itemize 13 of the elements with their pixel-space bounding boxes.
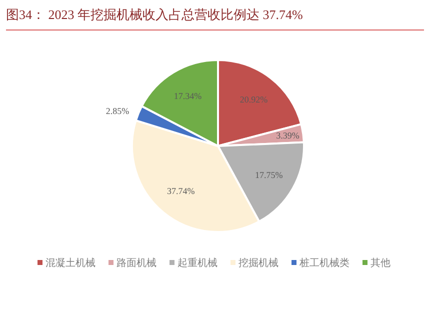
title: 图34： 2023 年挖掘机械收入占总营收比例达 37.74%: [6, 7, 303, 22]
data-label: 17.75%: [255, 170, 284, 180]
legend-label: 混凝土机械: [46, 257, 96, 269]
data-label: 3.39%: [276, 130, 300, 140]
data-label: 20.92%: [240, 94, 268, 105]
legend-label: 挖掘机械: [238, 257, 278, 269]
legend-label: 起重机械: [178, 257, 218, 269]
legend-label: 桩工机械类: [298, 257, 350, 269]
legend-label: 其他: [370, 257, 390, 269]
legend-label: 路面机械: [116, 257, 156, 269]
data-label: 17.34%: [174, 90, 202, 101]
data-label: 2.85%: [106, 106, 130, 116]
data-label: 37.74%: [167, 186, 196, 196]
